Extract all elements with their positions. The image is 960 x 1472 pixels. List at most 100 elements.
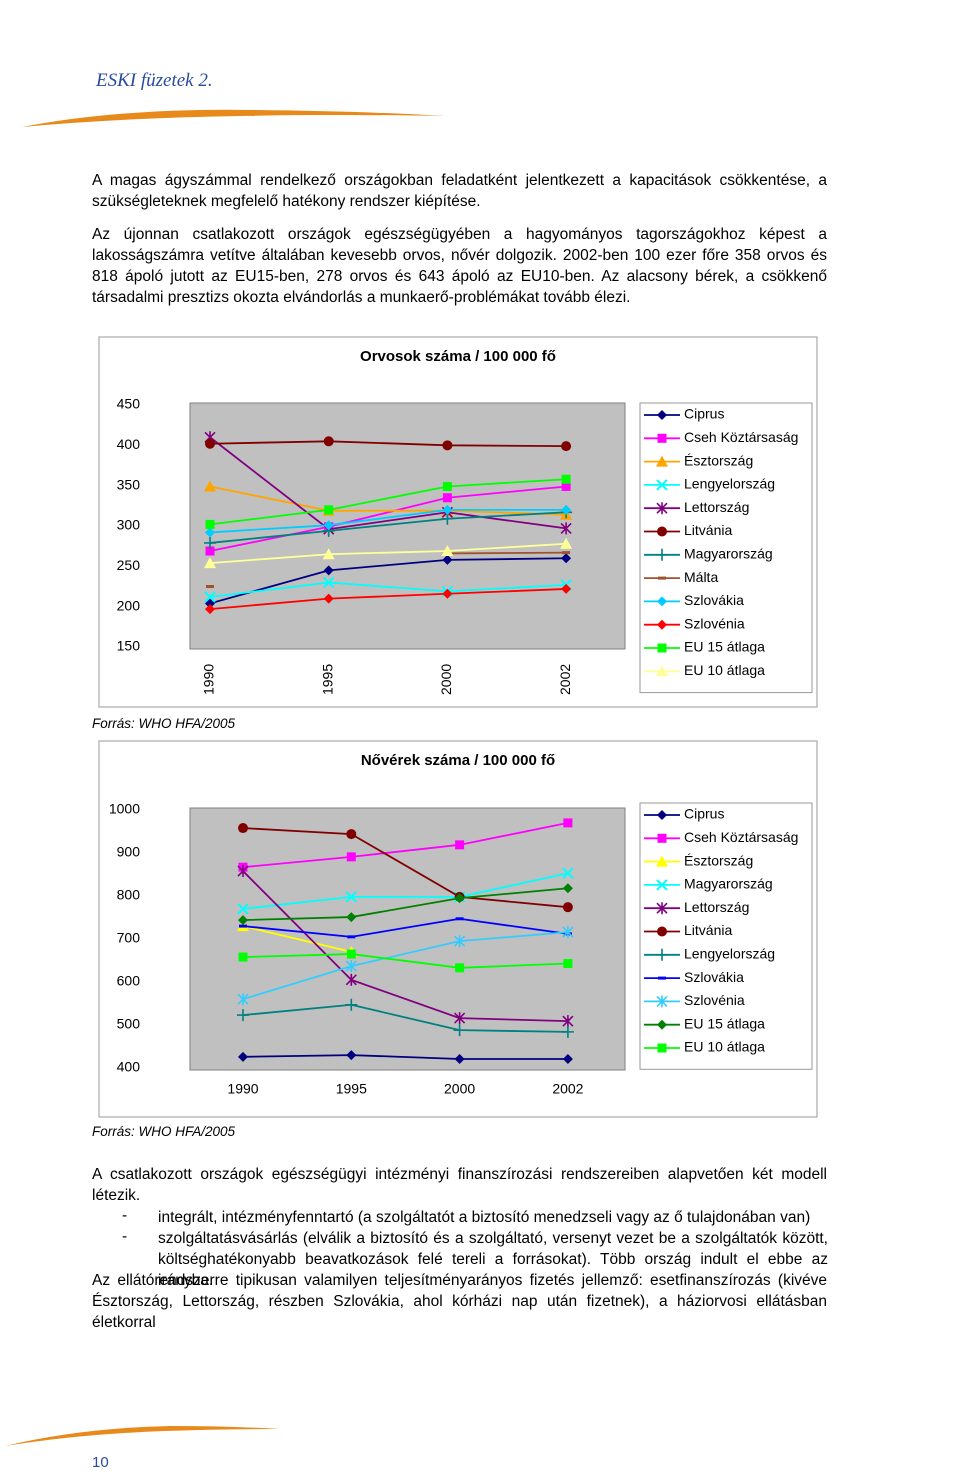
bullet: szolgáltatásvásárlás (elválik a biztosít…: [158, 1230, 828, 1289]
y-tick-label: 400: [117, 436, 141, 452]
series-line: [209, 511, 567, 544]
y-tick-label: 300: [117, 517, 141, 533]
data-point: [562, 1053, 573, 1064]
y-tick-label: 400: [117, 1059, 141, 1075]
data-point: [455, 917, 464, 921]
data-point: [454, 1012, 466, 1025]
series-line: [209, 542, 567, 565]
y-tick-label: 250: [117, 557, 141, 573]
data-point: [238, 1051, 248, 1062]
data-point: [237, 993, 249, 1006]
series-line: [242, 953, 568, 969]
y-tick-label: 700: [117, 930, 141, 946]
data-point: [560, 537, 573, 549]
plot-area: [189, 402, 626, 650]
legend-marker: [656, 665, 668, 677]
legend-marker: [656, 902, 668, 915]
legend-marker: [657, 833, 667, 843]
series-line: [209, 436, 567, 531]
legend-label: Cseh Köztársaság: [684, 429, 798, 445]
series-line: [209, 581, 567, 598]
series-line: [209, 508, 567, 534]
data-point: [561, 583, 572, 594]
legend-label: Cseh Köztársaság: [684, 829, 798, 845]
data-point: [346, 852, 356, 862]
y-tick-label: 200: [117, 597, 141, 613]
legend-label: EU 10 átlaga: [684, 1039, 765, 1055]
legend-marker: [656, 855, 668, 867]
series-line: [209, 478, 567, 526]
data-point: [239, 924, 247, 928]
data-point: [562, 551, 571, 555]
legend-label: Szlovákia: [684, 592, 744, 608]
data-point: [205, 604, 215, 615]
data-point: [562, 926, 574, 939]
legend-marker: [656, 879, 668, 891]
data-point: [238, 823, 248, 834]
data-point: [455, 963, 465, 973]
data-point: [347, 935, 356, 939]
data-point: [346, 829, 357, 840]
data-point: [323, 436, 334, 447]
data-point: [204, 536, 216, 549]
legend-marker: [657, 619, 667, 630]
legend-label: Litvánia: [684, 922, 732, 938]
x-tick-label: 2000: [444, 1081, 475, 1097]
data-point: [323, 565, 334, 576]
data-point: [455, 840, 465, 850]
data-point: [237, 1009, 249, 1022]
bullet-dash: -: [122, 1228, 128, 1245]
y-tick-label: 800: [117, 887, 141, 903]
legend-box: [639, 402, 813, 694]
legend-label: Szlovákia: [684, 969, 744, 985]
legend-label: Szlovénia: [684, 992, 745, 1008]
legend-label: EU 15 átlaga: [684, 639, 765, 655]
paragraph: A csatlakozott országok egészségügyi int…: [92, 1166, 827, 1204]
legend-marker: [657, 1019, 667, 1030]
y-tick-label: 1000: [109, 801, 140, 817]
page-number: 10: [92, 1454, 109, 1471]
legend-label: Lengyelország: [684, 476, 775, 492]
legend-label: Lettország: [684, 899, 749, 915]
data-point: [442, 504, 453, 515]
data-point: [454, 1053, 465, 1064]
series-line: [209, 440, 567, 448]
legend-label: Észtország: [684, 852, 753, 868]
data-point: [204, 480, 216, 492]
chart-title: Nővérek száma / 100 000 fő: [361, 752, 555, 769]
data-point: [323, 593, 334, 604]
series-line: [242, 1054, 568, 1060]
x-tick-label: 2000: [438, 664, 454, 695]
series-line: [447, 551, 567, 555]
legend-marker: [656, 479, 668, 491]
data-point: [238, 952, 248, 962]
y-tick-label: 900: [117, 844, 141, 860]
y-tick-label: 600: [117, 973, 141, 989]
legend-label: Lengyelország: [684, 946, 775, 962]
series-line: [242, 931, 568, 1001]
data-point: [238, 915, 248, 926]
data-point: [204, 557, 216, 569]
data-point: [345, 960, 357, 973]
data-point: [346, 912, 357, 923]
data-point: [561, 441, 572, 452]
data-point: [441, 545, 454, 557]
data-point: [442, 588, 453, 599]
paragraph: A magas ágyszámmal rendelkező országokba…: [92, 172, 827, 210]
data-point: [323, 520, 334, 531]
bullet: integrált, intézményfenntartó (a szolgál…: [158, 1209, 811, 1226]
data-point: [322, 548, 335, 560]
legend-marker: [656, 502, 668, 515]
source: Forrás: WHO HFA/2005: [92, 1124, 236, 1139]
data-point: [205, 546, 215, 556]
series-line: [242, 870, 568, 1023]
data-point: [563, 959, 573, 969]
legend-marker: [657, 810, 667, 820]
data-point: [562, 883, 573, 894]
legend-marker: [658, 576, 666, 580]
y-tick-label: 450: [117, 396, 141, 412]
data-point: [442, 440, 453, 451]
data-point: [454, 935, 466, 948]
data-point: [346, 1050, 357, 1061]
